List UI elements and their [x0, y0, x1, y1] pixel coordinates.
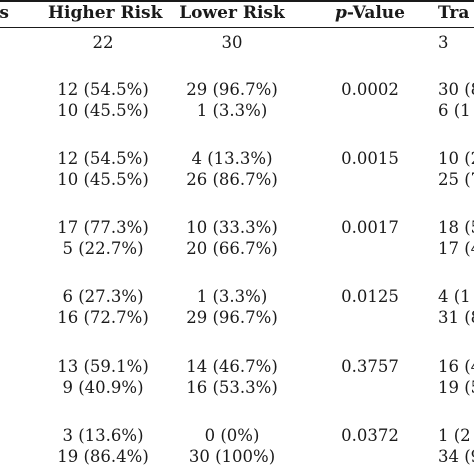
cell-higher-risk: 9 (40.9%)	[62, 378, 144, 397]
cell-lower-risk: 30 (100%)	[188, 447, 276, 466]
cell-lower-risk: 14 (46.7%)	[186, 357, 278, 376]
count-higher: 22	[92, 33, 114, 52]
cell-lower-risk: 20 (66.7%)	[186, 239, 278, 258]
count-training: 3	[438, 33, 449, 52]
cell-higher-risk: 10 (45.5%)	[57, 101, 149, 120]
cell-higher-risk: 5 (22.7%)	[62, 239, 144, 258]
cell-lower-risk: 16 (53.3%)	[186, 378, 278, 397]
cell-training: 18 (5	[438, 218, 474, 237]
cell-p-value: 0.3757	[341, 357, 399, 376]
cell-training: 19 (5	[438, 378, 474, 397]
cell-p-value: 0.0372	[341, 426, 399, 445]
cell-p-value: 0.0015	[341, 149, 399, 168]
cell-p-value: 0.0125	[341, 287, 399, 306]
cell-higher-risk: 16 (72.7%)	[57, 308, 149, 327]
cell-training: 25 (7	[438, 170, 474, 189]
header-p-italic: p	[335, 3, 347, 23]
cell-training: 17 (4	[438, 239, 474, 258]
cell-higher-risk: 6 (27.3%)	[62, 287, 144, 306]
cell-training: 34 (9	[438, 447, 474, 466]
cell-training: 10 (2	[438, 149, 474, 168]
header-p-rest: -Value	[346, 3, 405, 23]
cell-lower-risk: 29 (96.7%)	[186, 80, 278, 99]
cell-higher-risk: 10 (45.5%)	[57, 170, 149, 189]
cell-p-value: 0.0017	[341, 218, 399, 237]
cell-lower-risk: 0 (0%)	[204, 426, 260, 445]
cell-training: 30 (8	[438, 80, 474, 99]
cell-higher-risk: 17 (77.3%)	[57, 218, 149, 237]
cell-training: 4 (1	[438, 287, 471, 306]
cell-higher-risk: 12 (54.5%)	[57, 149, 149, 168]
cell-training: 31 (8	[438, 308, 474, 327]
header-training: Tra	[438, 3, 470, 23]
cell-lower-risk: 4 (13.3%)	[191, 149, 273, 168]
cell-training: 1 (2	[438, 426, 471, 445]
header-first-column: s	[0, 3, 9, 23]
table-top-rule	[0, 0, 474, 2]
cell-lower-risk: 10 (33.3%)	[186, 218, 278, 237]
cell-training: 6 (1	[438, 101, 471, 120]
cell-p-value: 0.0002	[341, 80, 399, 99]
header-p-value: p-Value	[315, 2, 425, 24]
count-lower: 30	[221, 33, 243, 52]
cell-higher-risk: 19 (86.4%)	[57, 447, 149, 466]
cell-lower-risk: 1 (3.3%)	[196, 287, 268, 306]
table-header-rule	[0, 27, 474, 28]
cell-higher-risk: 12 (54.5%)	[57, 80, 149, 99]
cell-training: 16 (4	[438, 357, 474, 376]
cell-lower-risk: 26 (86.7%)	[186, 170, 278, 189]
header-lower-risk: Lower Risk	[179, 3, 285, 23]
header-higher-risk: Higher Risk	[48, 3, 163, 23]
cell-lower-risk: 29 (96.7%)	[186, 308, 278, 327]
cell-higher-risk: 3 (13.6%)	[62, 426, 144, 445]
cell-higher-risk: 13 (59.1%)	[57, 357, 149, 376]
cell-lower-risk: 1 (3.3%)	[196, 101, 268, 120]
